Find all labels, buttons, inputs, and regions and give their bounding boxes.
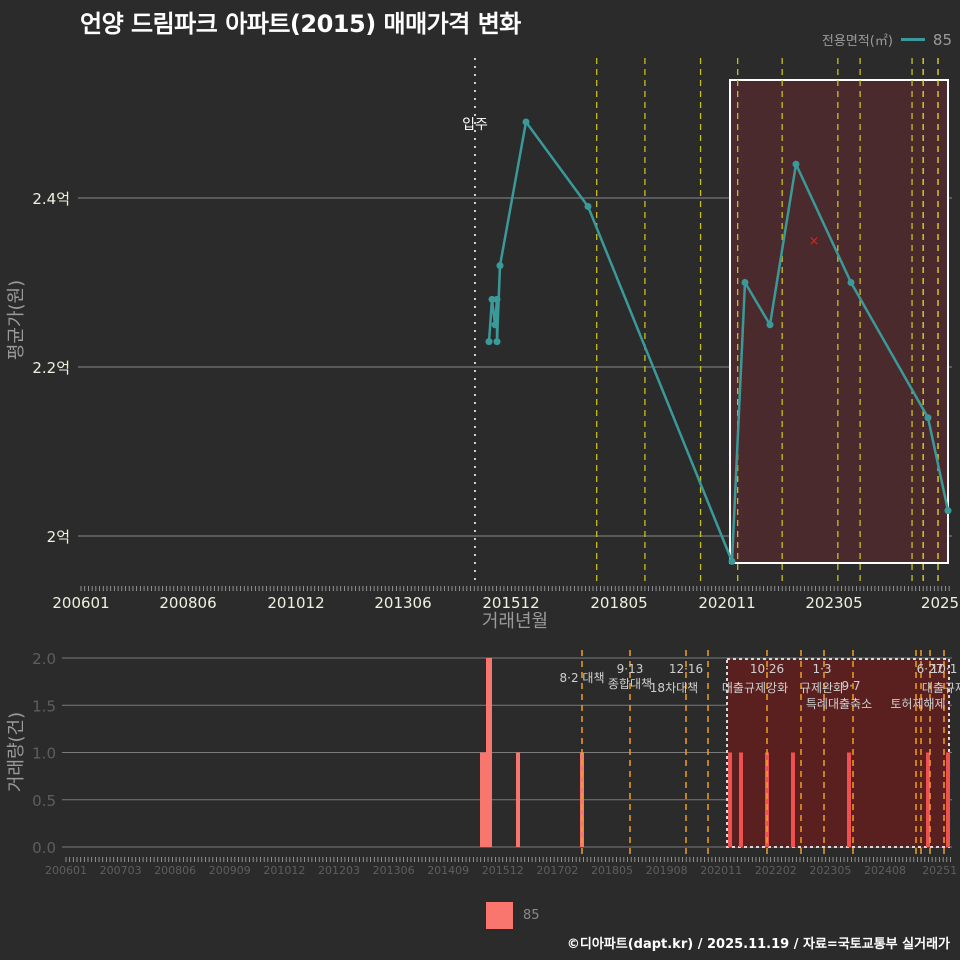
y-axis-title: 평균가(원): [6, 280, 27, 360]
x-tick-label: 200601: [52, 594, 109, 612]
volume-x-tick: 200703: [100, 864, 142, 877]
volume-x-tick: 202305: [809, 864, 851, 877]
policy-date-label: 8·2 대책: [560, 670, 605, 685]
chart-canvas: 2억 2.2억 2.4억 입주 × 200601 200806 201012 201306 201…: [0, 0, 960, 960]
x-tick-label: 201512: [482, 594, 539, 612]
policy-date-label: 10·26: [750, 662, 784, 676]
volume-x-tick: 200806: [154, 864, 196, 877]
policy-name-label: 토허제해제: [890, 697, 945, 711]
volume-x-tick: 202011: [700, 864, 742, 877]
y-tick-label: 2억: [47, 528, 70, 546]
price-point[interactable]: [494, 338, 501, 345]
move-in-label: 입주: [462, 117, 488, 133]
y-tick-label: 2.2억: [32, 359, 70, 377]
x-marker-icon: ×: [809, 234, 820, 249]
volume-x-tick: 201409: [427, 864, 469, 877]
policy-date-label: 10·1: [931, 662, 958, 676]
price-point[interactable]: [729, 558, 736, 565]
x-tick-label: 2025: [921, 594, 959, 612]
policy-date-label: 9·7: [841, 679, 860, 693]
volume-bar[interactable]: [516, 753, 520, 848]
x-tick-label: 200806: [159, 594, 216, 612]
volume-x-tick: 202202: [755, 864, 797, 877]
policy-name-label: 종합대책: [608, 676, 652, 691]
volume-x-tick: 200909: [209, 864, 251, 877]
price-point[interactable]: [767, 321, 774, 328]
volume-x-tick: 201908: [646, 864, 688, 877]
volume-bar[interactable]: [926, 753, 930, 848]
volume-bar[interactable]: [791, 753, 795, 848]
volume-y-tick: 0.5: [32, 792, 56, 810]
volume-x-tick: 201306: [373, 864, 415, 877]
volume-bar[interactable]: [739, 753, 743, 848]
volume-x-tick: 201702: [536, 864, 578, 877]
volume-bar[interactable]: [580, 753, 584, 848]
price-point[interactable]: [494, 296, 501, 303]
volume-y-tick: 1.5: [32, 697, 56, 715]
volume-bar[interactable]: [946, 753, 950, 848]
x-tick-label: 201306: [374, 594, 431, 612]
x-tick-label: 201012: [267, 594, 324, 612]
y-tick-label: 2.4억: [32, 190, 70, 208]
legend-volume-label: 85: [523, 908, 540, 923]
x-axis-title: 거래년월: [482, 611, 548, 632]
legend-swatch-icon: [486, 902, 513, 929]
volume-bar[interactable]: [847, 753, 851, 848]
volume-x-tick: 20251: [922, 864, 957, 877]
volume-bar[interactable]: [480, 753, 486, 848]
volume-x-tick: 201012: [263, 864, 305, 877]
x-tick-label: 202011: [698, 594, 755, 612]
volume-x-tick: 201203: [318, 864, 360, 877]
volume-x-tick: 202408: [864, 864, 906, 877]
policy-date-label: 1·3: [812, 662, 831, 676]
volume-x-tick: 200601: [45, 864, 87, 877]
volume-bar[interactable]: [765, 753, 769, 848]
volume-y-tick: 1.0: [32, 745, 56, 763]
price-point[interactable]: [848, 279, 855, 286]
volume-y-tick: 0.0: [32, 839, 56, 857]
price-point[interactable]: [742, 279, 749, 286]
price-point[interactable]: [486, 338, 493, 345]
policy-date-label: 9·13: [617, 662, 644, 676]
price-point[interactable]: [492, 321, 499, 328]
volume-bar[interactable]: [486, 658, 492, 847]
policy-date-label: 12·16: [669, 662, 703, 676]
price-point[interactable]: [793, 161, 800, 168]
policy-name-label: 대출규제: [922, 681, 960, 695]
policy-name-label: 대출규제강화: [722, 681, 788, 695]
footer-credit: ©디아파트(dapt.kr) / 2025.11.19 / 자료=국토교통부 실…: [567, 933, 950, 952]
x-tick-label: 202305: [805, 594, 862, 612]
volume-x-tick: 201805: [591, 864, 633, 877]
policy-name-label: 특례대출축소: [806, 697, 872, 711]
policy-name-label: 18차대책: [650, 680, 698, 695]
x-tick-label: 201805: [590, 594, 647, 612]
policy-name-label: 규제완화: [800, 681, 844, 695]
volume-x-tick: 201512: [482, 864, 524, 877]
legend-volume: 85: [486, 902, 540, 929]
price-point[interactable]: [497, 262, 504, 269]
price-point[interactable]: [925, 414, 932, 421]
volume-y-axis-title: 거래량(건): [6, 712, 27, 792]
price-point[interactable]: [945, 507, 952, 514]
highlight-region: [730, 80, 948, 563]
volume-bar[interactable]: [728, 753, 732, 848]
price-point[interactable]: [585, 203, 592, 210]
volume-y-tick: 2.0: [32, 650, 56, 668]
price-point[interactable]: [523, 118, 530, 125]
